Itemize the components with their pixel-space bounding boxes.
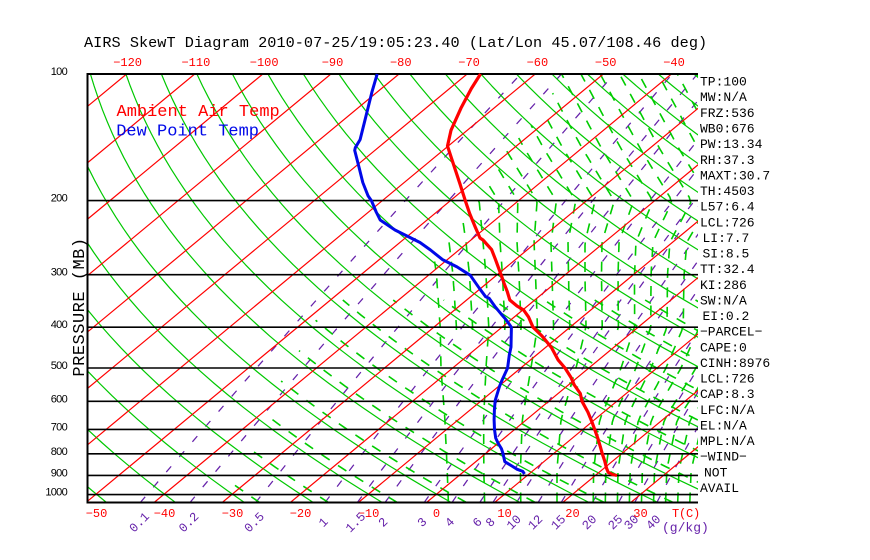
svg-text:SI:8.5: SI:8.5 bbox=[703, 247, 750, 262]
svg-text:LI:7.7: LI:7.7 bbox=[703, 231, 750, 246]
svg-text:−50: −50 bbox=[86, 507, 108, 521]
svg-text:−120: −120 bbox=[113, 56, 142, 70]
svg-text:AIRS SkewT Diagram 2010-07-25/: AIRS SkewT Diagram 2010-07-25/19:05:23.4… bbox=[84, 34, 707, 52]
svg-text:−70: −70 bbox=[458, 56, 480, 70]
svg-text:200: 200 bbox=[51, 193, 68, 205]
svg-text:TP:100: TP:100 bbox=[700, 75, 747, 90]
svg-text:−40: −40 bbox=[154, 507, 176, 521]
svg-text:CAPE:0: CAPE:0 bbox=[700, 340, 747, 355]
svg-text:400: 400 bbox=[51, 319, 68, 331]
svg-text:1000: 1000 bbox=[45, 487, 67, 499]
svg-text:MW:N/A: MW:N/A bbox=[700, 90, 747, 105]
svg-text:−60: −60 bbox=[527, 56, 549, 70]
svg-text:900: 900 bbox=[51, 467, 68, 479]
svg-text:EI:0.2: EI:0.2 bbox=[703, 309, 750, 324]
svg-text:−50: −50 bbox=[595, 56, 617, 70]
svg-text:0: 0 bbox=[433, 507, 440, 521]
svg-text:−30: −30 bbox=[222, 507, 244, 521]
svg-text:700: 700 bbox=[51, 421, 68, 433]
svg-text:EL:N/A: EL:N/A bbox=[700, 419, 747, 434]
svg-text:PRESSURE (MB): PRESSURE (MB) bbox=[71, 237, 90, 376]
svg-text:20: 20 bbox=[565, 507, 579, 521]
svg-text:600: 600 bbox=[51, 393, 68, 405]
svg-text:−WIND−: −WIND− bbox=[700, 450, 747, 465]
svg-text:MPL:N/A: MPL:N/A bbox=[700, 434, 755, 449]
svg-text:CINH:8976: CINH:8976 bbox=[700, 356, 770, 371]
svg-text:NOT: NOT bbox=[704, 465, 728, 480]
svg-text:MAXT:30.7: MAXT:30.7 bbox=[700, 168, 770, 183]
svg-text:LCL:726: LCL:726 bbox=[700, 215, 755, 230]
svg-text:AVAIL: AVAIL bbox=[700, 481, 739, 496]
svg-text:500: 500 bbox=[51, 360, 68, 372]
svg-text:300: 300 bbox=[51, 267, 68, 279]
svg-text:KI:286: KI:286 bbox=[700, 278, 747, 293]
svg-text:TH:4503: TH:4503 bbox=[700, 184, 755, 199]
svg-text:LCL:726: LCL:726 bbox=[700, 372, 755, 387]
svg-text:−PARCEL−: −PARCEL− bbox=[700, 325, 763, 340]
svg-text:30: 30 bbox=[633, 507, 647, 521]
svg-text:RH:37.3: RH:37.3 bbox=[700, 153, 755, 168]
svg-text:Ambient Air Temp: Ambient Air Temp bbox=[117, 103, 280, 122]
svg-text:FRZ:536: FRZ:536 bbox=[700, 106, 755, 121]
svg-text:(g/kg): (g/kg) bbox=[662, 521, 709, 536]
svg-text:800: 800 bbox=[51, 446, 68, 458]
svg-text:−100: −100 bbox=[250, 56, 279, 70]
svg-text:SW:N/A: SW:N/A bbox=[700, 293, 747, 308]
svg-text:−40: −40 bbox=[663, 56, 685, 70]
svg-text:L57:6.4: L57:6.4 bbox=[700, 200, 755, 215]
svg-text:−110: −110 bbox=[181, 56, 210, 70]
svg-text:10: 10 bbox=[497, 507, 511, 521]
svg-text:PW:13.34: PW:13.34 bbox=[700, 137, 763, 152]
svg-text:TT:32.4: TT:32.4 bbox=[700, 262, 755, 277]
svg-text:T(C): T(C) bbox=[672, 507, 700, 521]
svg-text:WB0:676: WB0:676 bbox=[700, 122, 755, 137]
svg-text:−20: −20 bbox=[290, 507, 312, 521]
svg-text:−10: −10 bbox=[358, 507, 380, 521]
svg-text:−90: −90 bbox=[322, 56, 344, 70]
svg-text:CAP:8.3: CAP:8.3 bbox=[700, 387, 755, 402]
svg-text:LFC:N/A: LFC:N/A bbox=[700, 403, 755, 418]
svg-text:100: 100 bbox=[51, 66, 68, 78]
svg-text:−80: −80 bbox=[390, 56, 412, 70]
svg-text:Dew Point Temp: Dew Point Temp bbox=[116, 123, 259, 142]
